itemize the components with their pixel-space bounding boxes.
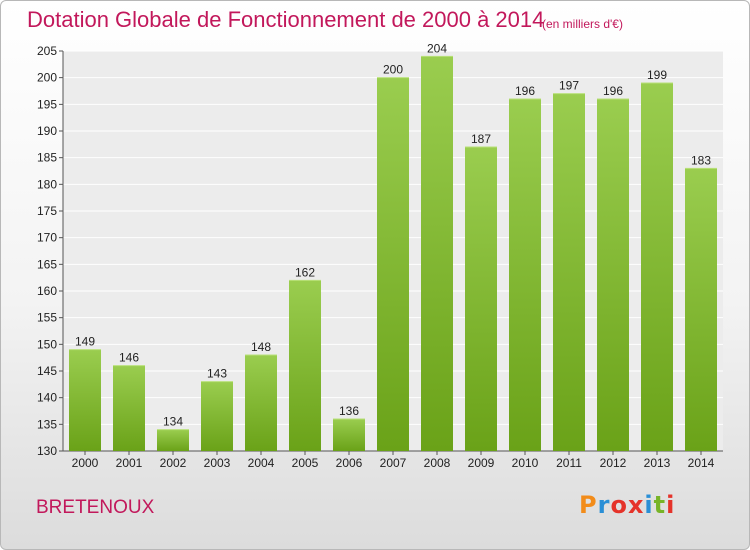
bar [157,429,189,451]
y-tick-label: 165 [37,257,57,271]
x-tick-label: 2013 [644,456,671,470]
bar-value-label: 196 [515,84,535,98]
bar-value-label: 149 [75,335,95,349]
logo-letter: i [644,491,654,519]
x-tick-label: 2000 [72,456,99,470]
bar [201,381,233,451]
x-tick-label: 2006 [336,456,363,470]
bar [69,349,101,451]
logo-letter: t [653,491,667,519]
y-tick-label: 185 [37,151,57,165]
y-tick-label: 180 [37,177,57,191]
bar [465,147,497,451]
bar-value-label: 197 [559,79,579,93]
proxiti-logo: Proxiti [579,491,689,525]
y-tick-label: 205 [37,44,57,58]
x-tick-label: 2004 [248,456,275,470]
bar [113,365,145,451]
bar-value-label: 199 [647,68,667,82]
bar-value-label: 136 [339,404,359,418]
x-tick-label: 2010 [512,456,539,470]
bar [421,56,453,451]
y-tick-label: 160 [37,284,57,298]
bar-value-label: 134 [163,415,183,429]
bar [553,93,585,452]
bar-value-label: 204 [427,41,447,55]
y-tick-label: 195 [37,97,57,111]
bar-value-label: 196 [603,84,623,98]
bar [597,99,629,451]
y-tick-label: 135 [37,417,57,431]
logo-letter: P [579,491,598,519]
logo-letter: r [597,491,611,519]
logo-letter: x [627,491,645,519]
y-tick-label: 190 [37,124,57,138]
bar-value-label: 162 [295,265,315,279]
bar [289,280,321,451]
y-tick-label: 130 [37,444,57,458]
bar [509,99,541,451]
bar-value-label: 146 [119,351,139,365]
logo-letter: o [610,491,628,519]
y-tick-label: 170 [37,231,57,245]
bar [333,419,365,451]
chart-title: Dotation Globale de Fonctionnement de 20… [27,7,545,32]
x-tick-label: 2012 [600,456,627,470]
bar [245,355,277,451]
y-tick-label: 145 [37,364,57,378]
bar-value-label: 187 [471,132,491,146]
y-tick-label: 150 [37,337,57,351]
bar [685,168,717,452]
x-tick-label: 2002 [160,456,187,470]
x-tick-label: 2009 [468,456,495,470]
y-tick-label: 175 [37,204,57,218]
commune-name: BRETENOUX [36,497,155,518]
x-tick-label: 2005 [292,456,319,470]
bar-value-label: 183 [691,153,711,167]
chart-unit-note: (en milliers d'€) [542,17,623,31]
x-tick-label: 2008 [424,456,451,470]
x-tick-label: 2014 [688,456,715,470]
bar-value-label: 143 [207,367,227,381]
bar-value-label: 148 [251,340,271,354]
bar [641,83,673,451]
y-tick-label: 140 [37,391,57,405]
bar [377,77,409,452]
y-tick-label: 200 [37,71,57,85]
y-tick-label: 155 [37,311,57,325]
x-tick-label: 2011 [556,456,582,470]
logo-letter: i [666,491,676,519]
bar-value-label: 200 [383,63,403,77]
x-tick-label: 2007 [380,456,407,470]
x-tick-label: 2001 [116,456,143,470]
x-tick-label: 2003 [204,456,231,470]
